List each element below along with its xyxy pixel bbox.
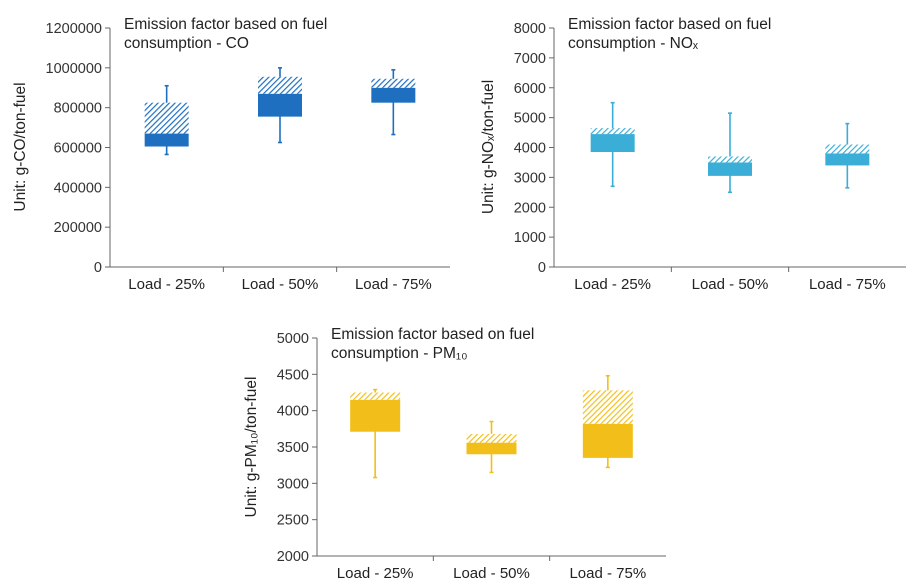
y-tick-label: 4500 [277,367,309,383]
y-tick-label: 8000 [514,21,546,37]
box-upper-quartile [582,390,633,424]
y-tick-label: 3000 [514,170,546,186]
box-3 [825,122,870,189]
y-tick-label: 2500 [277,513,309,529]
y-axis-title: Unit: g-PM₁₀/ton-fuel [243,377,260,518]
chart-nox: 0 1000 2000 3000 4000 5000 6000 7000 8000 Load - … [480,16,906,293]
chart-title: Emission factor based on fuel consumption… [124,16,327,52]
x-category-label: Load - 50% [692,276,769,293]
box-upper-quartile [590,128,635,135]
chart-title: Emission factor based on fuel consumption… [331,326,534,362]
y-tick-label: 3500 [277,440,309,456]
box-lower-quartile [825,153,870,166]
chart-title-line: Emission factor based on fuel [124,16,327,33]
chart-title-line: Emission factor based on fuel [568,16,771,33]
x-category-label: Load - 75% [569,565,646,582]
y-tick-label: 1000000 [46,61,102,77]
box-lower-quartile [371,87,416,103]
x-category-label: Load - 50% [242,276,319,293]
y-tick-label: 600000 [54,141,102,157]
chart-title: Emission factor based on fuel consumption… [568,16,771,52]
x-category-label: Load - 25% [337,565,414,582]
box-lower-quartile [590,134,635,152]
box-lower-quartile [582,423,633,458]
y-tick-label: 2000 [277,549,309,565]
chart-title-line: Emission factor based on fuel [331,326,534,343]
y-tick-label: 2000 [514,200,546,216]
y-axis-title: Unit: g-CO/ton-fuel [12,82,29,211]
y-tick-label: 4000 [277,404,309,420]
box-2 [258,67,302,144]
y-tick-label: 1200000 [46,21,102,37]
y-tick-label: 1000 [514,230,546,246]
x-category-label: Load - 75% [809,276,886,293]
box-2 [708,112,752,194]
y-axis-title: Unit: g-NOₓ/ton-fuel [480,80,497,214]
y-tick-label: 5000 [277,331,309,347]
box-2 [466,420,517,474]
x-category-label: Load - 75% [355,276,432,293]
box-upper-quartile [258,76,302,94]
y-tick-label: 400000 [54,180,102,196]
y-tick-label: 4000 [514,141,546,157]
box-upper-quartile [144,102,189,134]
box-1 [144,84,189,156]
box-3 [582,374,633,469]
box-1 [590,101,635,188]
chart-co: 0 200000 400000 600000 800000 1000000 1200000 L… [12,16,450,293]
box-lower-quartile [144,133,189,147]
box-lower-quartile [258,93,302,117]
chart-title-line: consumption - CO [124,35,249,52]
y-tick-label: 3000 [277,476,309,492]
y-tick-label: 7000 [514,51,546,67]
chart-title-line: consumption - PM₁₀ [331,345,468,362]
y-tick-label: 800000 [54,101,102,117]
box-lower-quartile [708,162,752,176]
box-lower-quartile [350,399,401,432]
chart-title-line: consumption - NOₓ [568,35,699,52]
box-upper-quartile [825,144,870,154]
y-tick-label: 0 [538,260,546,276]
box-lower-quartile [466,442,517,455]
box-upper-quartile [350,392,401,400]
box-upper-quartile [708,156,752,163]
x-category-label: Load - 25% [128,276,205,293]
y-tick-label: 5000 [514,111,546,127]
box-upper-quartile [371,78,416,88]
y-tick-label: 0 [94,260,102,276]
y-tick-label: 200000 [54,220,102,236]
x-category-label: Load - 50% [453,565,530,582]
y-tick-label: 6000 [514,81,546,97]
box-upper-quartile [466,433,517,443]
box-1 [350,388,401,479]
chart-pm10: 2000 2500 3000 3500 4000 4500 5000 Load - 25% Lo… [243,326,666,582]
box-3 [371,69,416,136]
x-category-label: Load - 25% [574,276,651,293]
